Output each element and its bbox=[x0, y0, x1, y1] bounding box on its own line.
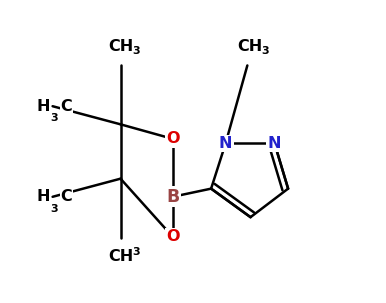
Text: N: N bbox=[268, 136, 281, 151]
Text: CH: CH bbox=[237, 39, 262, 54]
Text: CH: CH bbox=[108, 39, 133, 54]
Text: C: C bbox=[60, 99, 72, 114]
Text: 3: 3 bbox=[50, 113, 58, 123]
Text: 3: 3 bbox=[261, 46, 269, 56]
Text: H: H bbox=[37, 99, 50, 114]
Text: 3: 3 bbox=[132, 247, 139, 257]
Text: O: O bbox=[166, 229, 179, 244]
Text: C: C bbox=[60, 189, 72, 204]
Text: 3: 3 bbox=[132, 46, 139, 56]
Text: 3: 3 bbox=[50, 204, 58, 214]
Text: N: N bbox=[219, 136, 232, 151]
Text: B: B bbox=[166, 188, 179, 206]
Text: CH: CH bbox=[108, 249, 133, 264]
Text: H: H bbox=[37, 189, 50, 204]
Text: O: O bbox=[166, 131, 179, 146]
